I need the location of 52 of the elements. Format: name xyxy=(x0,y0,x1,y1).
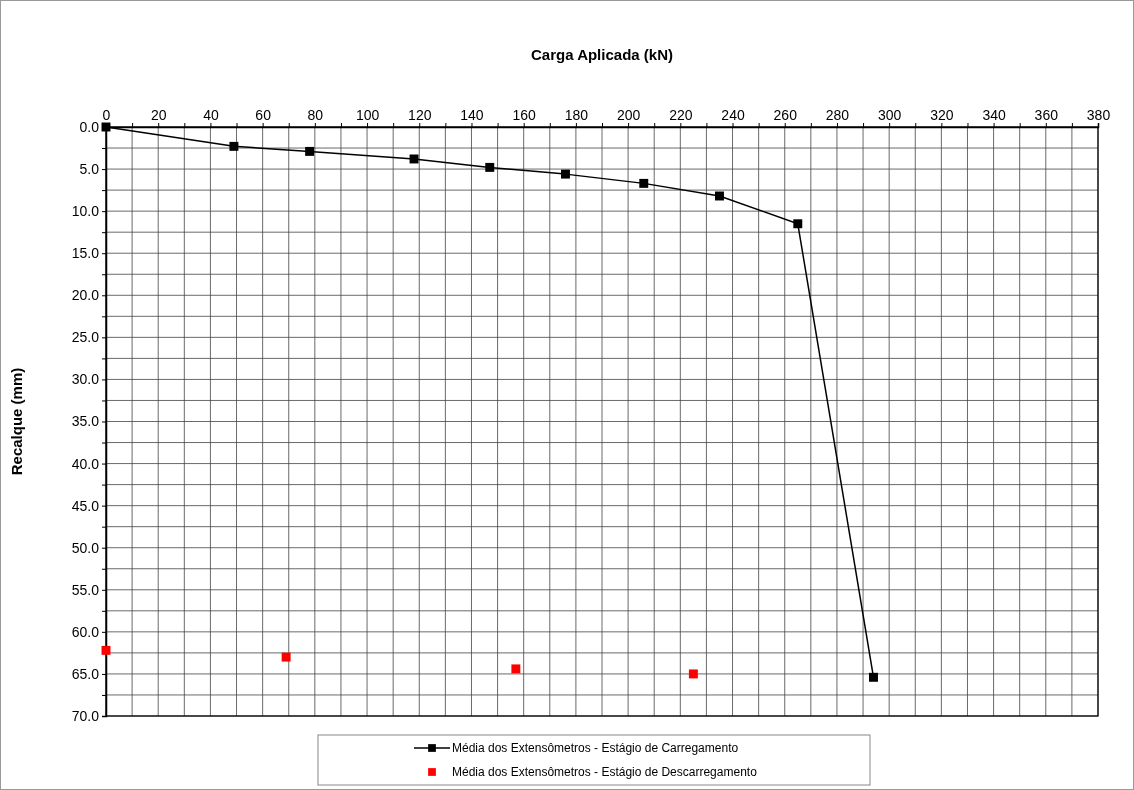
y-tick-label: 15.0 xyxy=(71,245,100,262)
y-tick-label: 35.0 xyxy=(71,413,100,430)
x-tick-label: 200 xyxy=(616,107,641,123)
x-tick-label: 360 xyxy=(1034,107,1059,123)
x-tick-label: 240 xyxy=(721,107,745,123)
x-tick-label: 60 xyxy=(255,107,272,123)
x-tick-label: 300 xyxy=(877,107,902,123)
point xyxy=(409,154,419,164)
point xyxy=(229,141,239,151)
y-tick-label: 25.0 xyxy=(71,329,100,346)
y-tick-label: 45.0 xyxy=(71,497,100,514)
point xyxy=(793,219,803,229)
x-tick-label: 80 xyxy=(307,107,324,123)
x-tick-label: 120 xyxy=(408,107,432,123)
point xyxy=(101,645,111,655)
x-tick-label: 320 xyxy=(930,107,954,123)
point xyxy=(511,664,521,674)
point xyxy=(560,169,570,179)
y-tick-label: 55.0 xyxy=(71,581,100,598)
y-axis-title: Recalque (mm) xyxy=(8,367,25,476)
y-tick-label: 30.0 xyxy=(71,371,100,388)
x-tick-label: 340 xyxy=(982,107,1006,123)
x-tick-label: 140 xyxy=(460,107,484,123)
y-tick-label: 60.0 xyxy=(71,623,100,640)
point xyxy=(639,178,649,188)
x-tick-label: 160 xyxy=(512,107,537,123)
legend-label: Média dos Extensômetros - Estágio de Carregamento xyxy=(452,741,739,755)
y-tick-label: 20.0 xyxy=(71,287,100,304)
x-tick-label: 380 xyxy=(1086,107,1111,123)
legend-label: Média dos Extensômetros - Estágio de Descarregamento xyxy=(452,765,758,779)
x-tick-label: 20 xyxy=(150,107,167,123)
y-tick-label: 50.0 xyxy=(71,539,100,556)
point xyxy=(281,652,291,662)
x-tick-label: 280 xyxy=(825,107,850,123)
x-tick-label: 40 xyxy=(203,107,219,123)
x-tick-label: 0 xyxy=(102,107,111,123)
point xyxy=(869,672,878,682)
y-tick-label: 40.0 xyxy=(71,455,100,472)
y-tick-label: 0.0 xyxy=(79,118,100,135)
chart-title: Carga Aplicada (kN) xyxy=(531,46,673,63)
point xyxy=(715,191,724,201)
y-tick-label: 65.0 xyxy=(71,665,100,682)
y-tick-label: 5.0 xyxy=(79,161,100,178)
x-tick-label: 220 xyxy=(669,107,693,123)
point xyxy=(485,162,495,172)
x-tick-label: 100 xyxy=(355,107,380,123)
x-tick-label: 260 xyxy=(773,107,798,123)
y-tick-label: 70.0 xyxy=(71,707,100,724)
x-tick-label: 180 xyxy=(564,107,589,123)
point xyxy=(688,669,698,679)
y-tick-label: 10.0 xyxy=(71,203,100,220)
point xyxy=(305,146,315,156)
